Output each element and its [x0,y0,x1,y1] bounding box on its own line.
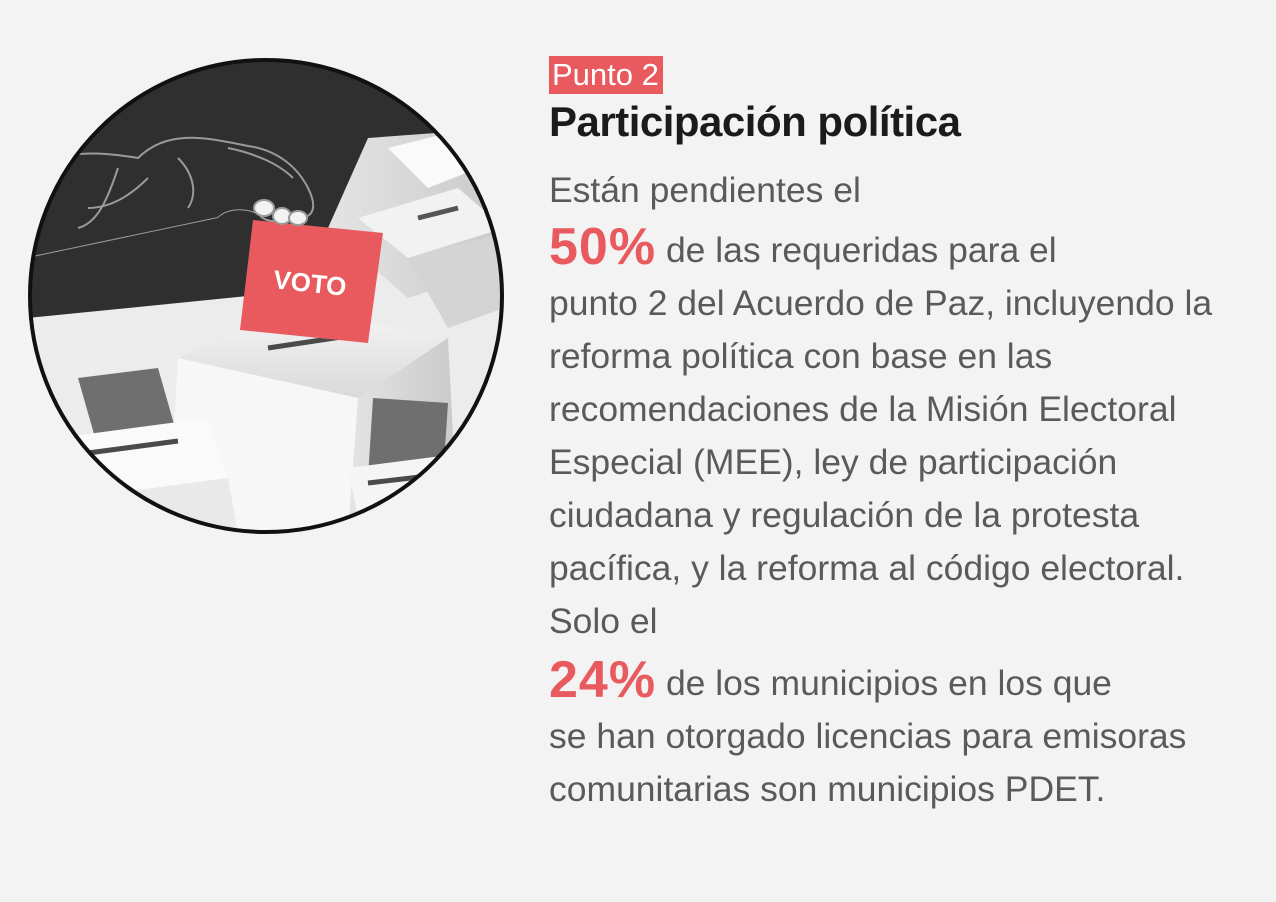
section-title: Participación política [549,98,961,145]
text-column: Punto 2 Participación política Están pen… [549,56,1249,816]
stat-1-text: punto 2 del Acuerdo de Paz, incluyendo l… [549,283,1213,641]
intro-text: Están pendientes el [549,170,861,210]
stat-paragraph-1: 50% de las requeridas para el punto 2 del… [549,221,1249,648]
voto-ballot-card: VOTO [240,220,383,343]
fingers-illustration [253,199,308,226]
section-badge: Punto 2 [549,56,663,94]
stat-1-lead: de las requeridas para el [656,230,1057,270]
stat-value-50: 50% [549,218,657,276]
stat-paragraph-2: 24% de los municipios en los que se han o… [549,654,1249,816]
stat-2-text: se han otorgado licencias para emisoras … [549,716,1187,809]
ballot-box-illustration: VOTO [28,58,504,534]
stat-2-lead: de los municipios en los que [656,663,1112,703]
stat-value-24: 24% [549,651,657,709]
